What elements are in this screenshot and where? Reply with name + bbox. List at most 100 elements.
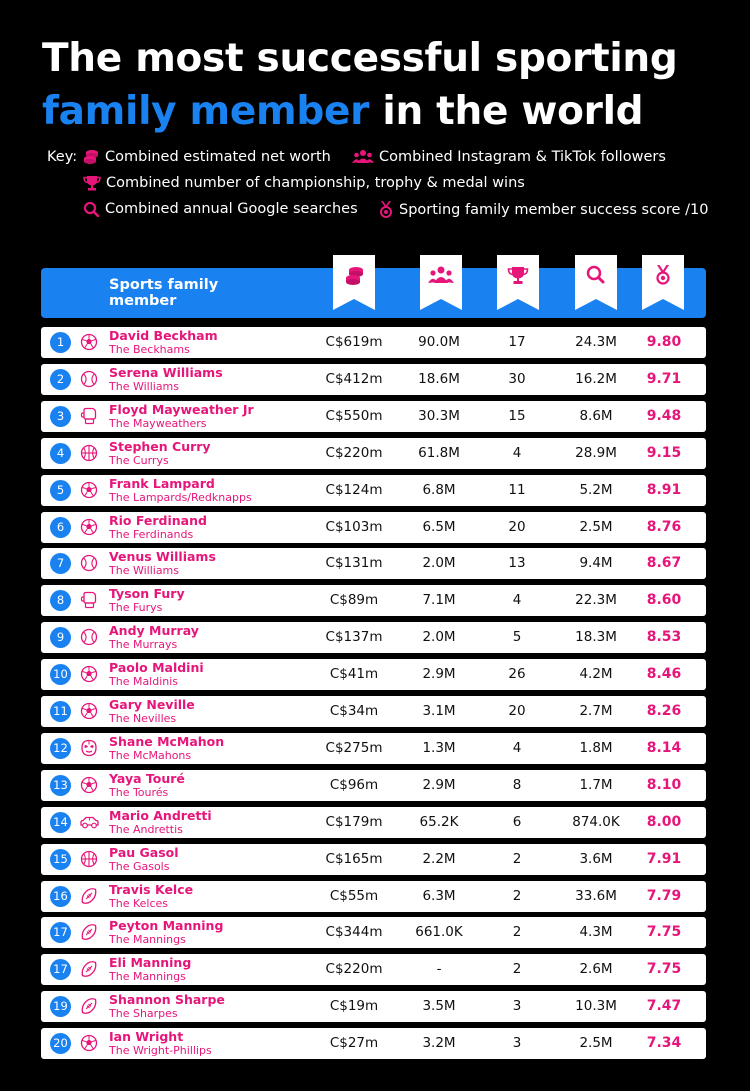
score-value: 7.75 (646, 924, 682, 941)
searches-value: 2.5M (579, 1035, 613, 1052)
rank-badge: 1 (50, 332, 71, 353)
family-name: The Lampards/Redknapps (109, 490, 252, 504)
medal-icon (656, 265, 670, 285)
wins-value: 11 (508, 481, 526, 498)
title-accent: family member (42, 89, 370, 134)
rank-badge: 2 (50, 368, 71, 390)
key-text: Combined number of championship, trophy … (106, 175, 525, 191)
score-value: 8.91 (646, 481, 682, 498)
net-worth-value: C$55m (329, 887, 379, 904)
net-worth-value: C$19m (329, 998, 379, 1015)
tennis-ball-icon (80, 370, 98, 388)
score-value: 8.10 (646, 776, 682, 793)
rank-badge: 6 (50, 516, 71, 538)
searches-value: 2.7M (579, 703, 613, 719)
wins-value: 30 (508, 370, 526, 387)
searches-value: 3.6M (579, 850, 613, 867)
member-name: Shane McMahon (109, 733, 225, 749)
family-name: The Williams (109, 564, 180, 578)
table-row: 5 Frank Lampard The Lampards/Redknapps C$12… (41, 474, 706, 506)
score-value: 7.34 (646, 1035, 682, 1052)
net-worth-value: C$619m (325, 334, 383, 350)
searches-value: 9.4M (579, 555, 613, 572)
net-worth-value: C$220m (325, 444, 383, 461)
wrestling-mask-icon (81, 739, 97, 757)
family-name: The Currys (109, 453, 169, 467)
title-rest: in the world (369, 89, 644, 134)
followers-value: 6.5M (422, 518, 456, 535)
searches-value: 8.6M (579, 407, 613, 424)
table-row: 6 Rio Ferdinand The Ferdinands C$103m 6.5M 20… (41, 511, 706, 543)
followers-value: 3.5M (422, 998, 456, 1015)
score-value: 7.91 (646, 850, 682, 867)
people-icon (352, 150, 374, 163)
table-row: 16 Travis Kelce The Kelces C$55m 6.3M 2 33.6M 7… (41, 880, 706, 912)
score-value: 9.48 (646, 407, 682, 424)
soccer-ball-icon (80, 1034, 98, 1052)
net-worth-value: C$41m (329, 666, 379, 683)
tennis-ball-icon (80, 555, 98, 572)
member-name: Yaya Touré (109, 770, 185, 786)
member-name: Gary Neville (109, 697, 195, 712)
table-row: 13 Yaya Touré The Tourés C$96m 2.9M 8 1.7M 8.10 (41, 769, 706, 801)
key-label: Key: (47, 149, 78, 165)
score-value: 9.15 (646, 444, 682, 461)
rank-badge: 11 (50, 701, 71, 722)
net-worth-value: C$412m (325, 370, 383, 387)
column-header-member: Sports family member (109, 277, 219, 309)
score-value: 8.76 (646, 518, 682, 535)
followers-value: 30.3M (418, 407, 460, 424)
followers-value: 61.8M (418, 444, 460, 461)
soccer-ball-icon (80, 665, 98, 683)
net-worth-value: C$275m (325, 739, 383, 756)
table-row: 17 Eli Manning The Mannings C$220m - 2 2.6M 7.7… (41, 954, 706, 986)
member-name: Venus Williams (109, 549, 216, 565)
rank-badge: 14 (50, 811, 71, 833)
score-value: 8.46 (646, 666, 682, 683)
wins-value: 17 (508, 334, 526, 350)
table-row: 3 Floyd Mayweather Jr The Mayweathers C$550… (41, 400, 706, 432)
followers-value: 2.9M (422, 776, 456, 793)
score-value: 9.80 (646, 334, 682, 350)
searches-value: 2.5M (579, 518, 613, 535)
soccer-ball-icon (80, 333, 98, 351)
table-row: 17 Peyton Manning The Mannings C$344m 661.0K… (41, 917, 706, 949)
searches-value: 1.8M (579, 739, 613, 756)
wins-value: 5 (512, 629, 522, 646)
searches-value: 33.6M (575, 887, 617, 904)
key-text: Combined Instagram & TikTok followers (379, 149, 666, 165)
american-football-icon (81, 961, 97, 978)
rank-badge: 9 (50, 627, 71, 649)
member-name: Peyton Manning (109, 918, 224, 934)
score-value: 7.75 (646, 961, 682, 978)
column-header-wins (497, 255, 539, 310)
table-row: 2 Serena Williams The Williams C$412m 18.6M 3… (41, 363, 706, 395)
family-name: The Tourés (109, 785, 169, 799)
key-item-followers: Combined Instagram & TikTok followers (352, 149, 666, 165)
followers-value: 7.1M (422, 592, 456, 609)
table-header: Sports family member (41, 255, 706, 318)
score-value: 8.67 (646, 555, 682, 572)
family-name: The Sharpes (109, 1007, 178, 1021)
family-name: The Gasols (109, 859, 170, 873)
wins-value: 20 (508, 703, 526, 719)
score-value: 8.14 (646, 739, 682, 756)
followers-value: 2.2M (422, 850, 456, 867)
followers-value: 2.9M (422, 666, 456, 683)
wins-value: 3 (512, 1035, 522, 1052)
soccer-ball-icon (80, 518, 98, 535)
member-name: Eli Manning (109, 955, 192, 971)
wins-value: 2 (512, 850, 522, 867)
searches-value: 4.3M (579, 924, 613, 941)
table-row: 9 Andy Murray The Murrays C$137m 2.0M 5 18.3M 8… (41, 622, 706, 654)
rank-badge: 7 (50, 553, 71, 575)
net-worth-value: C$165m (325, 850, 383, 867)
soccer-ball-icon (80, 481, 98, 498)
rank-badge: 20 (50, 1033, 71, 1055)
net-worth-value: C$124m (325, 481, 383, 498)
key-item-score: Sporting family member success score /10 (378, 201, 708, 218)
table-row: 4 Stephen Curry The Currys C$220m 61.8M 4 28.9… (41, 437, 706, 469)
wins-value: 13 (508, 555, 526, 572)
column-header-net-worth (333, 255, 375, 310)
member-name: David Beckham (109, 328, 218, 343)
